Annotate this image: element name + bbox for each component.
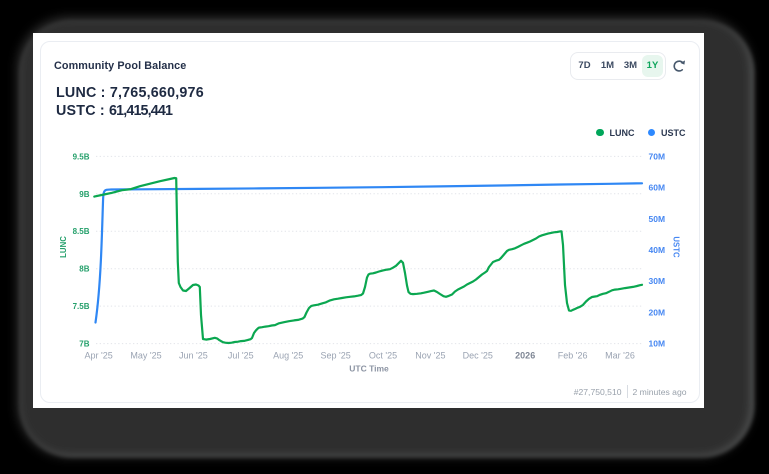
svg-text:8B: 8B [79,265,89,274]
svg-text:9B: 9B [79,190,89,199]
svg-text:May '25: May '25 [130,351,161,361]
svg-text:20M: 20M [649,307,666,317]
svg-text:40M: 40M [649,245,666,255]
svg-text:Jun '25: Jun '25 [179,351,208,361]
svg-text:9.5B: 9.5B [73,152,90,161]
svg-text:30M: 30M [649,276,666,286]
svg-text:7B: 7B [79,340,89,349]
svg-text:UTC Time: UTC Time [349,364,389,374]
svg-text:Dec '25: Dec '25 [463,351,493,361]
svg-text:Nov '25: Nov '25 [415,351,445,361]
svg-text:8.5B: 8.5B [73,227,90,236]
svg-text:USTC: USTC [672,236,681,258]
svg-text:2026: 2026 [515,351,535,361]
svg-text:50M: 50M [649,214,666,224]
svg-text:7.5B: 7.5B [73,302,90,311]
svg-text:Mar '26: Mar '26 [605,351,635,361]
svg-text:LUNC: LUNC [59,236,68,258]
svg-text:Aug '25: Aug '25 [273,351,303,361]
svg-text:Oct '25: Oct '25 [369,351,397,361]
svg-text:Apr '25: Apr '25 [84,351,112,361]
svg-text:Feb '26: Feb '26 [558,351,588,361]
svg-text:10M: 10M [649,339,666,349]
svg-text:Sep '25: Sep '25 [320,351,350,361]
svg-text:60M: 60M [649,183,666,193]
svg-text:70M: 70M [649,151,666,161]
svg-text:Jul '25: Jul '25 [228,351,254,361]
